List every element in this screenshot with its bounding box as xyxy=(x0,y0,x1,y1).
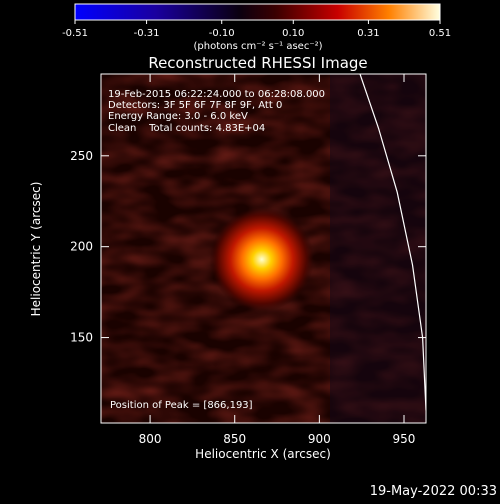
y-tick-label: 150 xyxy=(70,331,93,345)
y-tick-label: 200 xyxy=(70,240,93,254)
colorbar-tick-label: -0.31 xyxy=(134,28,160,39)
off-limb-region xyxy=(330,74,426,423)
solar-limb-curve xyxy=(359,74,426,411)
colorbar-units-label: (photons cm⁻² s⁻¹ asec⁻²) xyxy=(193,41,322,52)
plot-frame xyxy=(100,73,427,424)
image-area xyxy=(101,74,426,423)
hxr-source-peak xyxy=(209,207,314,312)
info-peak-position: Position of Peak = [866,193] xyxy=(110,400,253,411)
colorbar-tick-label: -0.10 xyxy=(209,28,235,39)
x-tick-label: 900 xyxy=(308,432,331,446)
colorbar-tick-label: 0.31 xyxy=(357,28,379,39)
chart-title: Reconstructed RHESSI Image xyxy=(148,54,367,72)
info-detectors: Detectors: 3F 5F 6F 7F 8F 9F, Att 0 xyxy=(108,100,282,111)
info-energy-range: Energy Range: 3.0 - 6.0 keV xyxy=(108,111,248,122)
x-tick-label: 950 xyxy=(393,432,416,446)
info-block: 19-Feb-2015 06:22:24.000 to 06:28:08.000… xyxy=(108,89,325,411)
colorbar-tick-label: 0.51 xyxy=(429,28,451,39)
x-axis-label: Heliocentric X (arcsec) xyxy=(195,447,331,461)
y-axis: 150 200 250 xyxy=(70,149,426,345)
info-clean-counts: Clean Total counts: 4.83E+04 xyxy=(108,123,265,134)
colorbar-ticks: -0.51 -0.31 -0.10 0.10 0.31 0.51 xyxy=(62,20,451,39)
x-axis: 800 850 900 950 xyxy=(139,74,416,446)
info-time-range: 19-Feb-2015 06:22:24.000 to 06:28:08.000 xyxy=(108,89,325,100)
colorbar-tick-label: 0.10 xyxy=(282,28,304,39)
x-tick-label: 800 xyxy=(139,432,162,446)
colorbar-gradient xyxy=(74,3,441,21)
colorbar-tick-label: -0.51 xyxy=(62,28,88,39)
render-timestamp: 19-May-2022 00:33 xyxy=(370,484,497,499)
y-tick-label: 250 xyxy=(70,149,93,163)
colorbar: -0.51 -0.31 -0.10 0.10 0.31 0.51 (photons cm⁻… xyxy=(62,3,451,52)
x-tick-label: 850 xyxy=(223,432,246,446)
y-axis-label: Heliocentric Y (arcsec) xyxy=(29,182,43,317)
